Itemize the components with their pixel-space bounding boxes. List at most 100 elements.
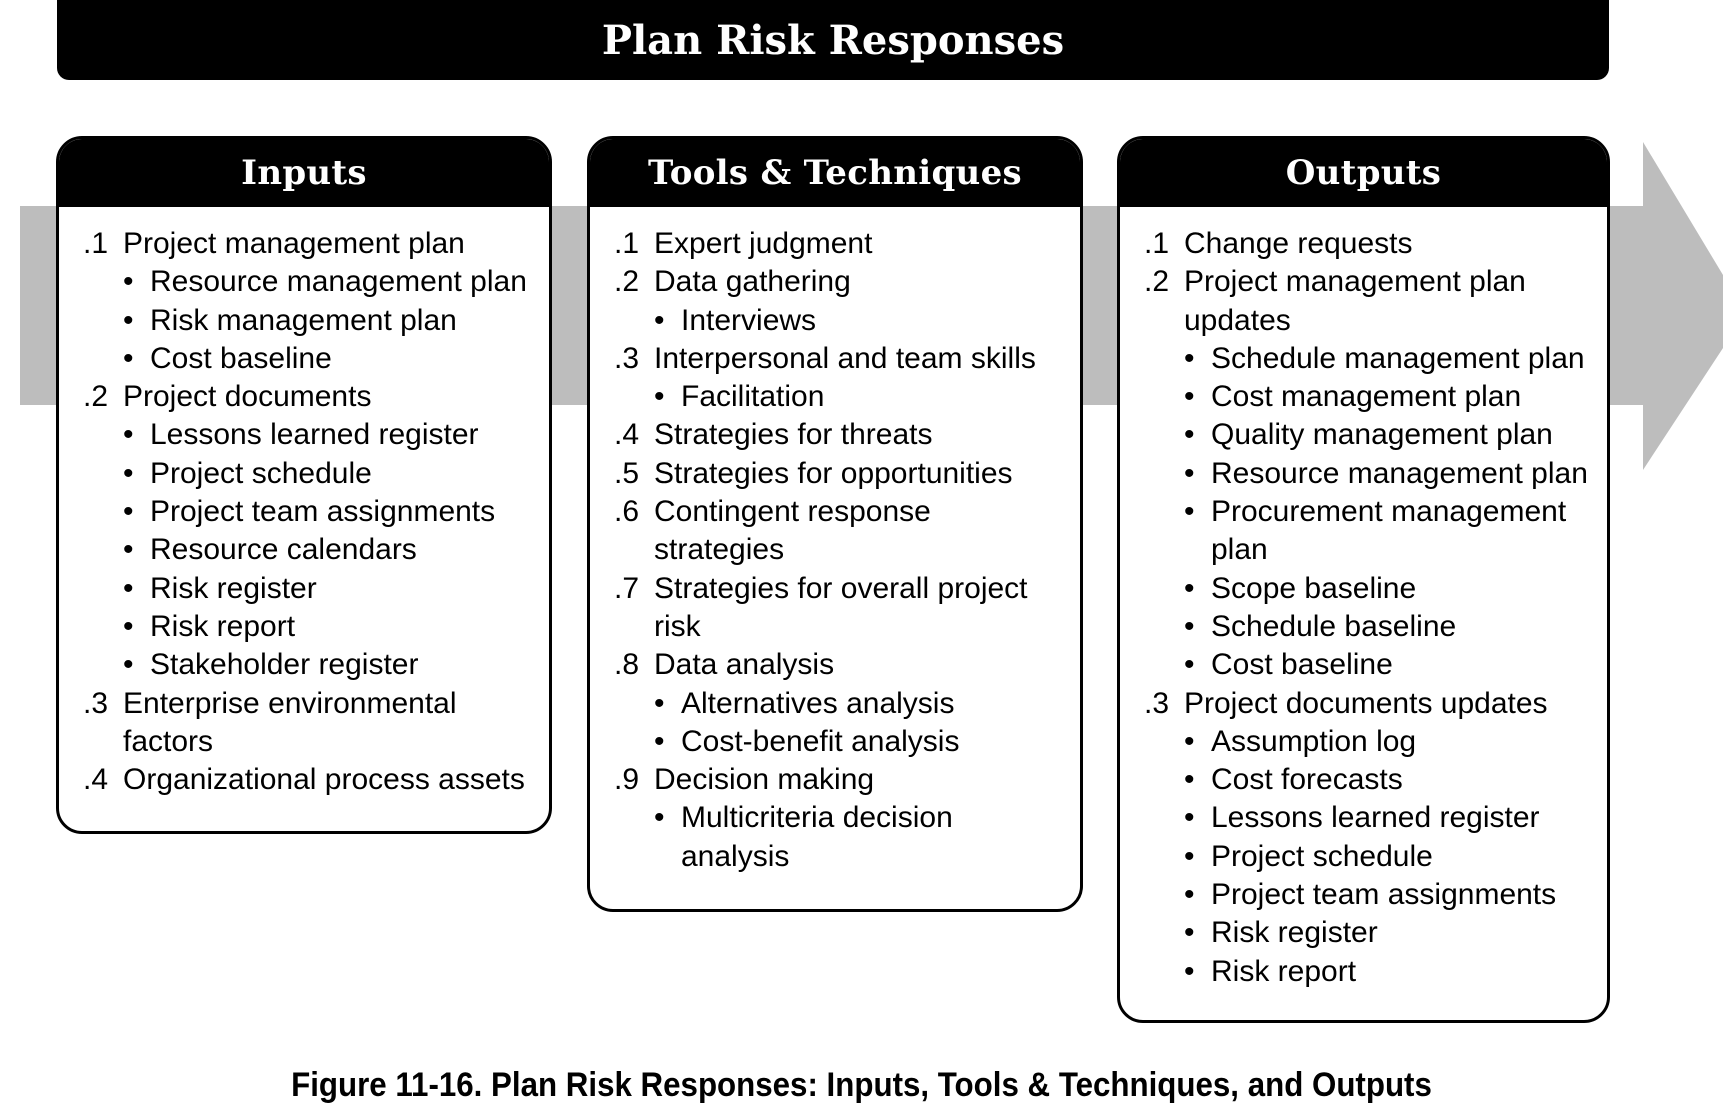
bullet-dot: • [1184,571,1195,605]
subitem-text: Project team assignments [1211,878,1557,912]
output-item: .1 Change requests [1144,225,1607,263]
bullet-dot: • [654,686,665,720]
item-text: Data gathering [654,265,851,299]
subitem-text: Schedule baseline [1211,609,1457,643]
bullet-dot: • [123,303,134,337]
item-text: Strategies for opportunities [654,456,1013,490]
subitem-text: Interviews [681,303,817,337]
item-number: .4 [83,763,109,797]
subitem-text: Cost-benefit analysis [681,724,960,758]
input-subitem: • Risk register [83,570,549,608]
subitem-text: Project schedule [150,456,372,490]
bullet-dot: • [654,303,665,337]
subitem-text: Resource management plan [150,265,527,299]
item-number: .2 [83,380,109,414]
inputs-box: Inputs .1 Project management plan • Resour… [56,136,552,834]
input-subitem: • Lessons learned register [83,416,549,454]
output-item: .3 Project documents updates [1144,685,1607,723]
tool-item: .9 Decision making [614,761,1080,799]
subitem-text: Assumption log [1211,724,1417,758]
item-text: Decision making [654,763,875,797]
item-text: Project documents updates [1184,686,1548,720]
output-subitem: • Lessons learned register [1144,799,1607,837]
input-subitem: • Resource management plan [83,263,549,301]
bullet-dot: • [123,609,134,643]
item-text: Contingent response strategies [654,495,931,567]
input-item: .3 Enterprise environmental factors [83,685,549,762]
output-subitem: • Resource management plan [1144,455,1607,493]
input-item: .1 Project management plan [83,225,549,263]
item-text: Interpersonal and team skills [654,341,1036,375]
bullet-dot: • [123,648,134,682]
item-text: Strategies for threats [654,418,933,452]
output-subitem: • Project schedule [1144,838,1607,876]
input-item: .2 Project documents [83,378,549,416]
output-subitem: • Project team assignments [1144,876,1607,914]
tool-item: .2 Data gathering [614,263,1080,301]
bullet-dot: • [1184,341,1195,375]
item-number: .2 [614,265,640,299]
subitem-text: Project schedule [1211,839,1433,873]
inputs-title: Inputs [241,153,367,193]
subitem-text: Facilitation [681,380,825,414]
bullet-dot: • [123,265,134,299]
subitem-text: Alternatives analysis [681,686,955,720]
item-number: .5 [614,456,640,490]
outputs-box: Outputs .1 Change requests .2 Project mana… [1117,136,1610,1023]
bullet-dot: • [123,533,134,567]
input-subitem: • Resource calendars [83,531,549,569]
subitem-text: Risk report [150,609,296,643]
item-number: .3 [1144,686,1170,720]
item-number: .6 [614,495,640,529]
output-subitem: • Quality management plan [1144,416,1607,454]
tool-item: .4 Strategies for threats [614,416,1080,454]
item-number: .2 [1144,265,1170,299]
tool-item: .3 Interpersonal and team skills [614,340,1080,378]
item-text: Strategies for overall project risk [654,571,1028,643]
bullet-dot: • [1184,724,1195,758]
subitem-text: Resource calendars [150,533,417,567]
subitem-text: Cost management plan [1211,380,1522,414]
subitem-text: Multicriteria decision analysis [681,801,953,873]
item-text: Data analysis [654,648,835,682]
output-subitem: • Cost forecasts [1144,761,1607,799]
bullet-dot: • [1184,609,1195,643]
input-item: .4 Organizational process assets [83,761,549,799]
subitem-text: Resource management plan [1211,456,1588,490]
input-subitem: • Project team assignments [83,493,549,531]
subitem-text: Schedule management plan [1211,341,1585,375]
bullet-dot: • [1184,763,1195,797]
bullet-dot: • [123,456,134,490]
bullet-dot: • [654,380,665,414]
tool-subitem: • Cost-benefit analysis [614,723,1080,761]
subitem-text: Cost baseline [1211,648,1393,682]
tools-techniques-list: .1 Expert judgment .2 Data gathering • Inte… [590,207,1080,876]
item-number: .9 [614,763,640,797]
subitem-text: Stakeholder register [150,648,419,682]
item-text: Project management plan [123,227,465,260]
subitem-text: Risk report [1211,954,1357,988]
bullet-dot: • [1184,954,1195,988]
subitem-text: Lessons learned register [1211,801,1540,835]
item-text: Change requests [1184,227,1413,260]
subitem-text: Lessons learned register [150,418,479,452]
input-subitem: • Project schedule [83,455,549,493]
tool-subitem: • Facilitation [614,378,1080,416]
item-text: Project management plan updates [1184,265,1526,337]
item-number: .1 [614,227,640,260]
bullet-dot: • [1184,380,1195,414]
bullet-dot: • [123,571,134,605]
bullet-dot: • [654,801,665,835]
tool-item: .8 Data analysis [614,646,1080,684]
outputs-list: .1 Change requests .2 Project management p… [1120,207,1607,991]
figure-caption: Figure 11-16. Plan Risk Responses: Input… [291,1066,1432,1104]
item-text: Project documents [123,380,372,414]
inputs-list: .1 Project management plan • Resource mana… [59,207,549,799]
item-number: .3 [614,341,640,375]
item-number: .7 [614,571,640,605]
subitem-text: Procurement management plan [1211,495,1567,567]
bullet-dot: • [1184,878,1195,912]
input-subitem: • Stakeholder register [83,646,549,684]
bullet-dot: • [1184,495,1195,529]
outputs-title: Outputs [1285,153,1442,193]
